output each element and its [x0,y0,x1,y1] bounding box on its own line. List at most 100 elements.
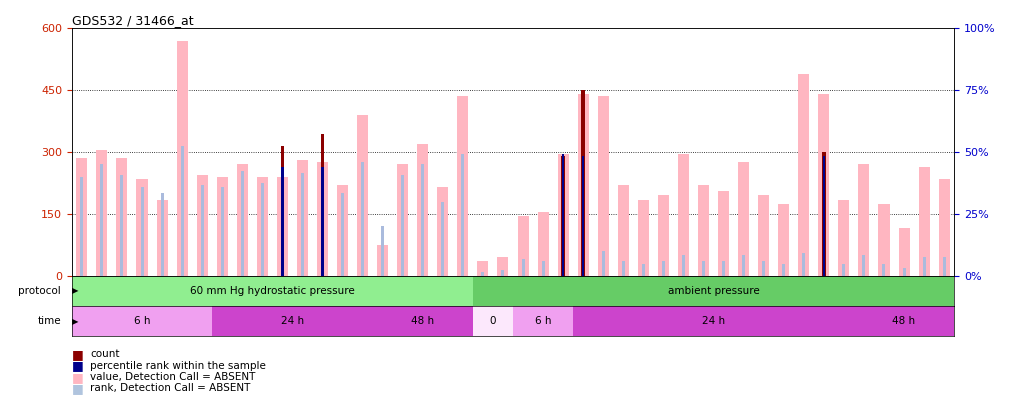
Bar [241,171,244,276]
Bar [116,158,127,276]
Bar [361,162,364,276]
Bar [561,255,564,276]
Text: time: time [38,316,62,326]
Bar [859,164,869,276]
Text: 24 h: 24 h [702,316,725,326]
Text: count: count [90,350,120,359]
Bar [321,134,324,276]
Bar [281,166,283,276]
Text: ▶: ▶ [72,286,78,296]
Bar [101,164,104,276]
Bar [562,154,564,276]
Bar [212,306,372,337]
Bar [622,262,625,276]
Bar [502,270,505,276]
Bar [120,175,123,276]
Bar [702,262,705,276]
Bar [838,200,850,276]
Text: protocol: protocol [18,286,62,296]
Text: 24 h: 24 h [281,316,304,326]
Bar [854,306,954,337]
Text: 0: 0 [489,316,497,326]
Text: GDS532 / 31466_at: GDS532 / 31466_at [72,14,194,27]
Bar [160,193,163,276]
Bar [698,185,709,276]
Bar [582,253,585,276]
Bar [321,166,323,276]
Bar [237,164,248,276]
Bar [582,90,585,276]
Bar [297,160,308,276]
Bar [922,257,925,276]
Bar [176,41,188,276]
Bar [517,216,528,276]
Text: 60 mm Hg hydrostatic pressure: 60 mm Hg hydrostatic pressure [190,286,355,296]
Text: ■: ■ [72,371,83,384]
Text: percentile rank within the sample: percentile rank within the sample [90,361,266,371]
Text: 6 h: 6 h [535,316,551,326]
Bar [762,262,765,276]
Bar [943,257,946,276]
Bar [261,183,264,276]
Bar [281,196,284,276]
Bar [722,262,725,276]
Text: ■: ■ [72,348,83,361]
Bar [638,200,648,276]
Bar [418,144,428,276]
Bar [372,306,473,337]
Bar [878,204,890,276]
Bar [381,226,384,276]
Bar [899,228,910,276]
Bar [682,255,685,276]
Bar [397,164,408,276]
Bar [422,164,425,276]
Bar [798,74,810,276]
Bar [277,177,288,276]
Text: 6 h: 6 h [133,316,150,326]
Bar [823,156,825,276]
Bar [321,168,324,276]
Bar [341,193,344,276]
Bar [782,264,785,276]
Bar [458,96,469,276]
Bar [76,158,87,276]
Bar [141,187,144,276]
Bar [662,262,665,276]
Bar [582,156,585,276]
Bar [357,115,368,276]
Text: rank, Detection Call = ABSENT: rank, Detection Call = ABSENT [90,384,250,393]
Bar [678,154,689,276]
Bar [216,177,228,276]
Bar [758,196,770,276]
Bar [378,245,388,276]
Bar [498,257,509,276]
Bar [256,177,268,276]
Bar [473,276,954,306]
Bar [738,162,749,276]
Bar [462,154,465,276]
Text: ■: ■ [72,382,83,395]
Bar [337,185,348,276]
Bar [574,306,854,337]
Bar [521,259,524,276]
Bar [598,96,608,276]
Bar [842,264,845,276]
Bar [473,306,513,337]
Bar [72,306,212,337]
Bar [863,255,866,276]
Bar [157,200,167,276]
Bar [136,179,148,276]
Bar [557,154,568,276]
Bar [578,94,589,276]
Bar [658,196,669,276]
Bar [822,152,826,276]
Bar [918,166,930,276]
Bar [742,255,745,276]
Bar [437,187,448,276]
Bar [939,179,950,276]
Bar [903,268,906,276]
Bar [802,253,805,276]
Bar [513,306,574,337]
Text: ▶: ▶ [72,317,78,326]
Bar [618,185,629,276]
